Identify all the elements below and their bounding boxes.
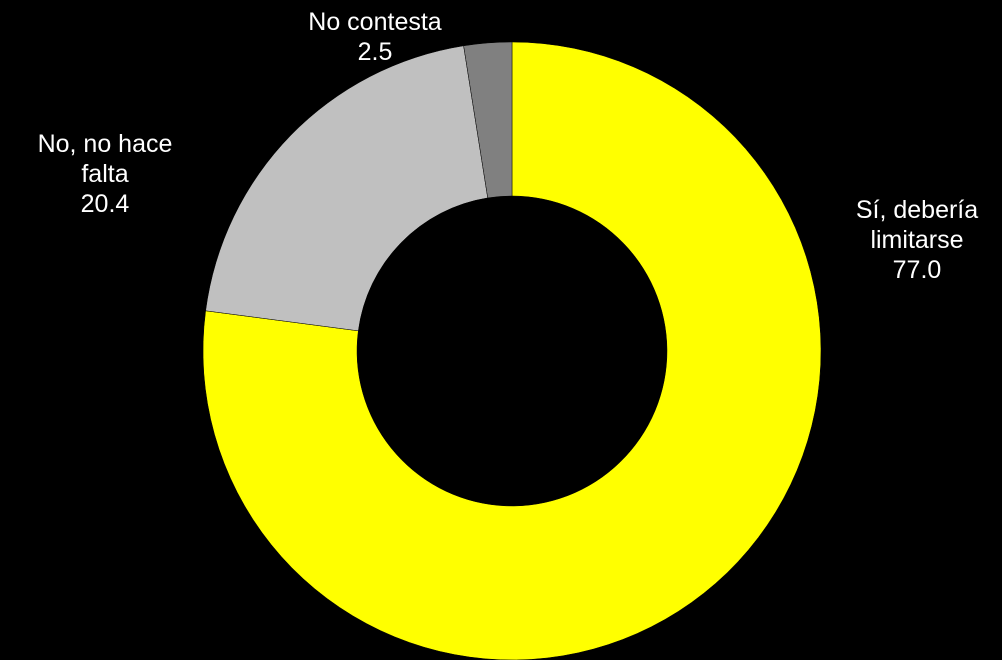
slice-si-deberia-limitarse xyxy=(202,41,822,660)
slice-value-label: 77.0 xyxy=(893,256,942,284)
slice-labels: Sí, debería limitarse 77.0 No, no hace falta… xyxy=(38,8,979,284)
slice-no-contesta xyxy=(463,41,513,199)
label-si-deberia-limitarse: Sí, debería limitarse 77.0 xyxy=(856,196,978,284)
label-no-contesta: No contesta 2.5 xyxy=(308,8,442,66)
slice-name-label: falta xyxy=(81,160,128,188)
slice-value-label: 20.4 xyxy=(81,190,130,218)
slice-no-no-hace-falta xyxy=(205,45,489,332)
slice-name-label: Sí, debería xyxy=(856,196,978,224)
slice-name-label: limitarse xyxy=(870,226,963,254)
donut-slices xyxy=(202,41,822,660)
slice-value-label: 2.5 xyxy=(358,38,393,66)
slice-name-label: No contesta xyxy=(308,8,442,36)
label-no-no-hace-falta: No, no hace falta 20.4 xyxy=(38,130,173,218)
slice-name-label: No, no hace xyxy=(38,130,173,158)
